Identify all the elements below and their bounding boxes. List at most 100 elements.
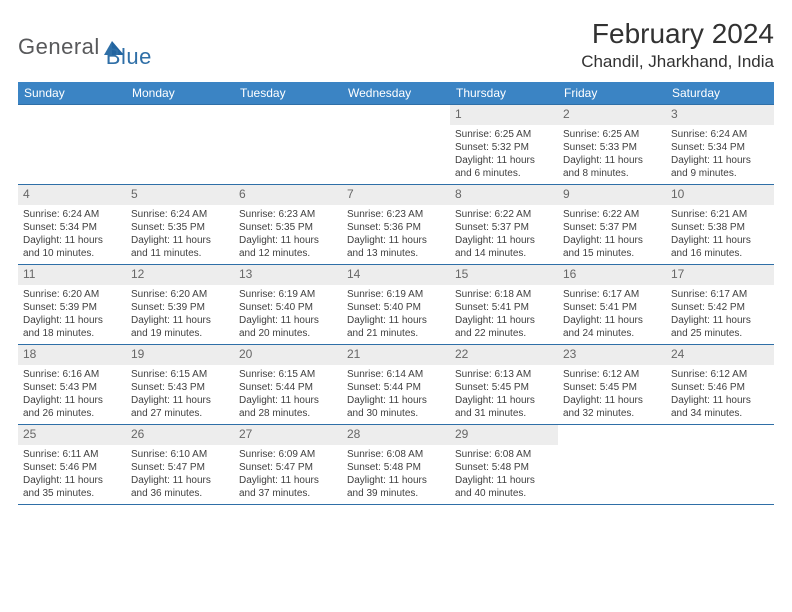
day-cell: 17 Sunrise: 6:17 AMSunset: 5:42 PMDayligh… xyxy=(666,265,774,345)
month-title: February 2024 xyxy=(581,18,774,50)
day-details: Sunrise: 6:20 AMSunset: 5:39 PMDaylight:… xyxy=(131,288,229,340)
day-cell: 19 Sunrise: 6:15 AMSunset: 5:43 PMDayligh… xyxy=(126,345,234,425)
empty-cell xyxy=(18,105,126,185)
day-number: 23 xyxy=(558,345,666,365)
day-number: 6 xyxy=(234,185,342,205)
day-cell: 3 Sunrise: 6:24 AMSunset: 5:34 PMDaylight… xyxy=(666,105,774,185)
day-details: Sunrise: 6:23 AMSunset: 5:35 PMDaylight:… xyxy=(239,208,337,260)
day-details: Sunrise: 6:23 AMSunset: 5:36 PMDaylight:… xyxy=(347,208,445,260)
week-row: 4Sunrise: 6:24 AMSunset: 5:34 PMDaylight… xyxy=(18,185,774,265)
day-details: Sunrise: 6:08 AMSunset: 5:48 PMDaylight:… xyxy=(347,448,445,500)
day-number: 5 xyxy=(126,185,234,205)
day-cell: 1Sunrise: 6:25 AMSunset: 5:32 PMDaylight… xyxy=(450,105,558,185)
brand-part2: Blue xyxy=(106,44,152,69)
day-number: 24 xyxy=(666,345,774,365)
day-details: Sunrise: 6:12 AMSunset: 5:46 PMDaylight:… xyxy=(671,368,769,420)
week-row: 18 Sunrise: 6:16 AMSunset: 5:43 PMDayligh… xyxy=(18,345,774,425)
day-cell: 20 Sunrise: 6:15 AMSunset: 5:44 PMDayligh… xyxy=(234,345,342,425)
day-number: 26 xyxy=(126,425,234,445)
empty-cell xyxy=(234,105,342,185)
day-details: Sunrise: 6:17 AMSunset: 5:42 PMDaylight:… xyxy=(671,288,769,340)
day-header: Tuesday xyxy=(234,82,342,105)
day-number: 21 xyxy=(342,345,450,365)
day-details: Sunrise: 6:17 AMSunset: 5:41 PMDaylight:… xyxy=(563,288,661,340)
header: General Blue February 2024 Chandil, Jhar… xyxy=(18,18,774,72)
day-details: Sunrise: 6:08 AMSunset: 5:48 PMDaylight:… xyxy=(455,448,553,500)
day-details: Sunrise: 6:22 AMSunset: 5:37 PMDaylight:… xyxy=(455,208,553,260)
day-details: Sunrise: 6:19 AMSunset: 5:40 PMDaylight:… xyxy=(239,288,337,340)
day-number: 13 xyxy=(234,265,342,285)
day-details: Sunrise: 6:21 AMSunset: 5:38 PMDaylight:… xyxy=(671,208,769,260)
day-cell: 9 Sunrise: 6:22 AMSunset: 5:37 PMDaylight… xyxy=(558,185,666,265)
day-cell: 28 Sunrise: 6:08 AMSunset: 5:48 PMDayligh… xyxy=(342,425,450,505)
day-details: Sunrise: 6:24 AMSunset: 5:34 PMDaylight:… xyxy=(671,128,769,180)
day-cell: 26 Sunrise: 6:10 AMSunset: 5:47 PMDayligh… xyxy=(126,425,234,505)
brand-part1: General xyxy=(18,34,100,60)
day-details: Sunrise: 6:15 AMSunset: 5:43 PMDaylight:… xyxy=(131,368,229,420)
day-details: Sunrise: 6:25 AMSunset: 5:32 PMDaylight:… xyxy=(455,128,553,180)
day-details: Sunrise: 6:09 AMSunset: 5:47 PMDaylight:… xyxy=(239,448,337,500)
day-header: Monday xyxy=(126,82,234,105)
day-number: 15 xyxy=(450,265,558,285)
week-row: 25Sunrise: 6:11 AMSunset: 5:46 PMDayligh… xyxy=(18,425,774,505)
day-details: Sunrise: 6:16 AMSunset: 5:43 PMDaylight:… xyxy=(23,368,121,420)
day-details: Sunrise: 6:10 AMSunset: 5:47 PMDaylight:… xyxy=(131,448,229,500)
day-cell: 2 Sunrise: 6:25 AMSunset: 5:33 PMDaylight… xyxy=(558,105,666,185)
day-number: 2 xyxy=(558,105,666,125)
day-number: 12 xyxy=(126,265,234,285)
day-number: 27 xyxy=(234,425,342,445)
day-cell: 10 Sunrise: 6:21 AMSunset: 5:38 PMDayligh… xyxy=(666,185,774,265)
day-number: 19 xyxy=(126,345,234,365)
location: Chandil, Jharkhand, India xyxy=(581,52,774,72)
day-cell: 8 Sunrise: 6:22 AMSunset: 5:37 PMDaylight… xyxy=(450,185,558,265)
day-cell: 29 Sunrise: 6:08 AMSunset: 5:48 PMDayligh… xyxy=(450,425,558,505)
day-details: Sunrise: 6:25 AMSunset: 5:33 PMDaylight:… xyxy=(563,128,661,180)
day-number: 18 xyxy=(18,345,126,365)
day-cell: 6 Sunrise: 6:23 AMSunset: 5:35 PMDaylight… xyxy=(234,185,342,265)
empty-cell xyxy=(126,105,234,185)
day-number: 22 xyxy=(450,345,558,365)
day-details: Sunrise: 6:14 AMSunset: 5:44 PMDaylight:… xyxy=(347,368,445,420)
day-cell: 7Sunrise: 6:23 AMSunset: 5:36 PMDaylight… xyxy=(342,185,450,265)
day-cell: 23 Sunrise: 6:12 AMSunset: 5:45 PMDayligh… xyxy=(558,345,666,425)
day-details: Sunrise: 6:22 AMSunset: 5:37 PMDaylight:… xyxy=(563,208,661,260)
day-cell: 13 Sunrise: 6:19 AMSunset: 5:40 PMDayligh… xyxy=(234,265,342,345)
empty-cell xyxy=(666,425,774,505)
day-details: Sunrise: 6:13 AMSunset: 5:45 PMDaylight:… xyxy=(455,368,553,420)
day-cell: 22 Sunrise: 6:13 AMSunset: 5:45 PMDayligh… xyxy=(450,345,558,425)
day-cell: 12 Sunrise: 6:20 AMSunset: 5:39 PMDayligh… xyxy=(126,265,234,345)
day-number: 17 xyxy=(666,265,774,285)
week-row: 1Sunrise: 6:25 AMSunset: 5:32 PMDaylight… xyxy=(18,105,774,185)
day-number: 8 xyxy=(450,185,558,205)
day-details: Sunrise: 6:24 AMSunset: 5:34 PMDaylight:… xyxy=(23,208,121,260)
day-number: 9 xyxy=(558,185,666,205)
day-cell: 4Sunrise: 6:24 AMSunset: 5:34 PMDaylight… xyxy=(18,185,126,265)
title-block: February 2024 Chandil, Jharkhand, India xyxy=(581,18,774,72)
day-cell: 15Sunrise: 6:18 AMSunset: 5:41 PMDayligh… xyxy=(450,265,558,345)
day-number: 20 xyxy=(234,345,342,365)
brand-logo: General Blue xyxy=(18,18,152,70)
day-number: 29 xyxy=(450,425,558,445)
empty-cell xyxy=(558,425,666,505)
week-row: 11Sunrise: 6:20 AMSunset: 5:39 PMDayligh… xyxy=(18,265,774,345)
day-cell: 21 Sunrise: 6:14 AMSunset: 5:44 PMDayligh… xyxy=(342,345,450,425)
day-header: Thursday xyxy=(450,82,558,105)
day-number: 14 xyxy=(342,265,450,285)
day-cell: 24 Sunrise: 6:12 AMSunset: 5:46 PMDayligh… xyxy=(666,345,774,425)
day-cell: 16Sunrise: 6:17 AMSunset: 5:41 PMDayligh… xyxy=(558,265,666,345)
day-cell: 14 Sunrise: 6:19 AMSunset: 5:40 PMDayligh… xyxy=(342,265,450,345)
day-header: Sunday xyxy=(18,82,126,105)
day-number: 28 xyxy=(342,425,450,445)
day-details: Sunrise: 6:11 AMSunset: 5:46 PMDaylight:… xyxy=(23,448,121,500)
day-number: 3 xyxy=(666,105,774,125)
day-header-row: SundayMondayTuesdayWednesdayThursdayFrid… xyxy=(18,82,774,105)
day-details: Sunrise: 6:19 AMSunset: 5:40 PMDaylight:… xyxy=(347,288,445,340)
day-details: Sunrise: 6:12 AMSunset: 5:45 PMDaylight:… xyxy=(563,368,661,420)
day-cell: 5 Sunrise: 6:24 AMSunset: 5:35 PMDaylight… xyxy=(126,185,234,265)
day-details: Sunrise: 6:15 AMSunset: 5:44 PMDaylight:… xyxy=(239,368,337,420)
day-details: Sunrise: 6:20 AMSunset: 5:39 PMDaylight:… xyxy=(23,288,121,340)
empty-cell xyxy=(342,105,450,185)
day-header: Wednesday xyxy=(342,82,450,105)
day-details: Sunrise: 6:24 AMSunset: 5:35 PMDaylight:… xyxy=(131,208,229,260)
day-number: 10 xyxy=(666,185,774,205)
